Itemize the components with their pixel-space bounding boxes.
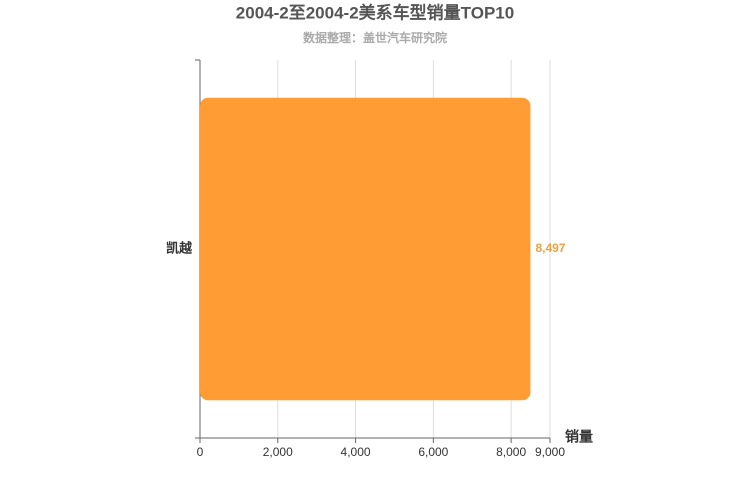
- x-tick-label: 0: [197, 445, 204, 459]
- x-tick-label: 2,000: [263, 445, 293, 459]
- chart-subtitle: 数据整理：盖世汽车研究院: [303, 30, 447, 45]
- x-tick-label: 6,000: [418, 445, 448, 459]
- x-tick-label: 8,000: [496, 445, 526, 459]
- chart-title: 2004-2至2004-2美系车型销量TOP10: [236, 2, 514, 22]
- x-axis-label: 销量: [565, 429, 593, 445]
- value-label: 8,497: [535, 241, 565, 255]
- x-tick-label: 4,000: [341, 445, 371, 459]
- x-tick-label: 9,000: [535, 445, 565, 459]
- y-tick-label: 凯越: [166, 240, 193, 255]
- bar: [200, 97, 531, 401]
